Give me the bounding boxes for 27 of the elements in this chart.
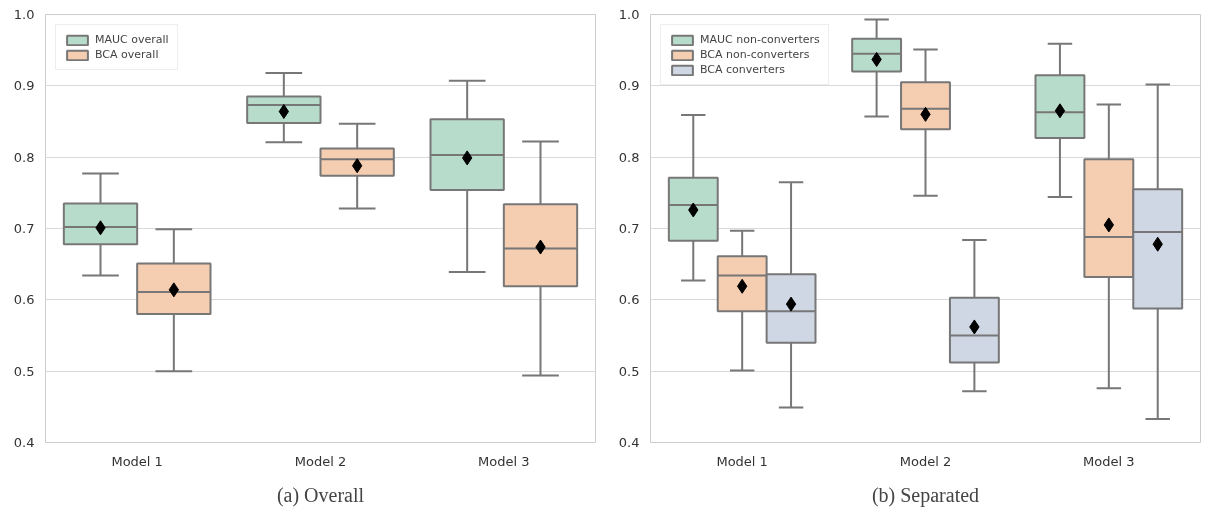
y-tick-label: 0.7	[618, 221, 640, 236]
y-tick-label: 0.9	[618, 78, 640, 94]
legend-label: BCA converters	[700, 63, 785, 76]
y-tick-label: 0.4	[13, 435, 35, 450]
x-tick-label: Model 3	[1083, 453, 1135, 469]
y-tick-label: 0.6	[618, 292, 640, 308]
text: (b) Separated	[871, 483, 980, 507]
y-tick-label: 0.5	[13, 363, 35, 379]
legend-label: MAUC overall	[95, 33, 169, 46]
y-tick-label: 0.4	[618, 435, 640, 450]
y-tick-label: 0.8	[618, 149, 640, 165]
text: (a) Overall	[276, 483, 365, 507]
y-tick-label: 0.7	[13, 221, 35, 236]
x-tick-label: Model 2	[899, 453, 952, 469]
legend-label: BCA non-converters	[700, 48, 810, 61]
x-tick-label: Model 3	[478, 453, 530, 469]
y-tick-label: 1.0	[618, 7, 640, 22]
legend-label: BCA overall	[95, 48, 159, 61]
x-tick-label: Model 1	[111, 453, 163, 469]
legend-label: MAUC non-converters	[700, 33, 820, 46]
y-tick-label: 0.9	[13, 78, 35, 94]
y-tick-label: 1.0	[13, 7, 35, 22]
x-tick-label: Model 2	[294, 453, 347, 469]
y-tick-label: 0.5	[618, 363, 640, 379]
y-tick-label: 0.6	[13, 292, 35, 308]
x-tick-label: Model 1	[716, 453, 768, 469]
y-tick-label: 0.8	[13, 149, 35, 165]
